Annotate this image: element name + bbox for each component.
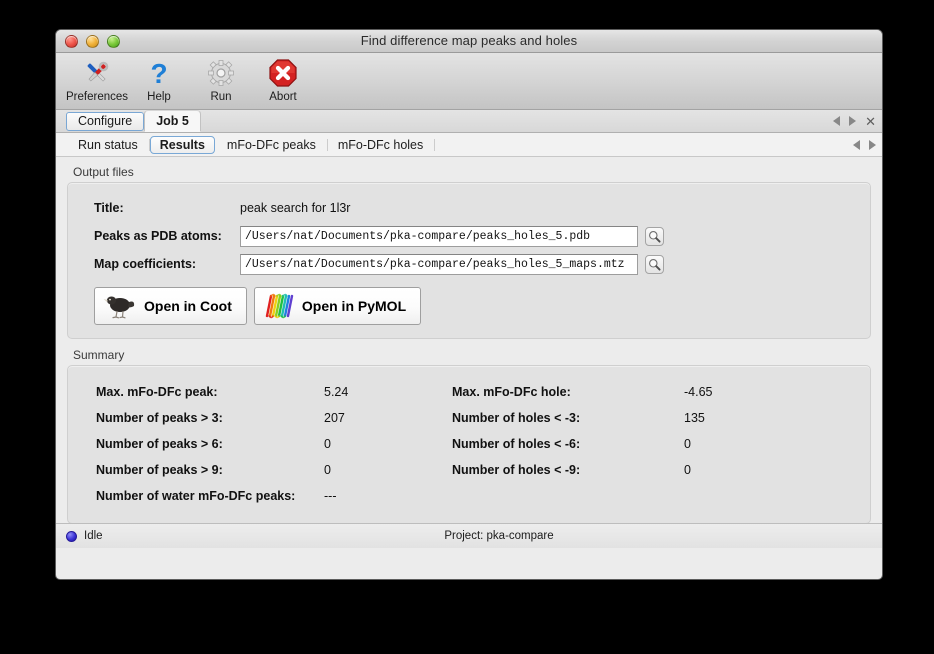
status-bar: Idle Project: pka-compare <box>56 523 882 548</box>
map-coefficients-label: Map coefficients: <box>94 257 197 271</box>
title-row: Title: peak search for 1l3r <box>82 194 856 222</box>
open-in-pymol-label: Open in PyMOL <box>301 298 407 314</box>
window-title: Find difference map peaks and holes <box>360 33 578 48</box>
summary-label-peaks-gt-3: Number of peaks > 3: <box>96 411 223 425</box>
summary-label-peaks-gt-6: Number of peaks > 6: <box>96 437 223 451</box>
output-files-title: Output files <box>73 165 134 179</box>
toolbar-label-run: Run <box>210 91 232 103</box>
zoom-button[interactable] <box>107 35 120 48</box>
idle-indicator-icon <box>66 530 77 542</box>
summary-label-holes-lt-6: Number of holes < -6: <box>452 437 581 451</box>
open-buttons-row: Open in Coot <box>82 278 856 325</box>
minimize-button[interactable] <box>86 35 99 48</box>
open-in-coot-button[interactable]: Open in Coot <box>94 287 247 325</box>
peaks-pdb-row: Peaks as PDB atoms: /Users/nat/Documents… <box>82 222 856 250</box>
summary-value-holes-lt-6: 0 <box>684 437 691 451</box>
job-tab-strip: Configure Job 5 ✕ <box>56 110 882 133</box>
tab-run-status[interactable]: Run status <box>68 136 150 154</box>
toolbar-label-help: Help <box>147 91 171 103</box>
magnifier-icon <box>649 230 661 243</box>
tab-results[interactable]: Results <box>149 135 215 154</box>
coot-bird-icon <box>103 296 135 319</box>
toolbar: Preferences ? Help <box>56 53 882 110</box>
map-coefficients-row: Map coefficients: /Users/nat/Documents/p… <box>82 250 856 278</box>
summary-value-max-hole: -4.65 <box>684 385 713 399</box>
tab-results-label: Results <box>159 137 205 152</box>
tab-mfo-dfc-holes-label: mFo-DFc holes <box>337 137 424 152</box>
tab-mfo-dfc-peaks[interactable]: mFo-DFc peaks <box>217 136 328 154</box>
summary-value-water-peaks: --- <box>324 489 337 503</box>
tab-job-5-label: Job 5 <box>156 114 189 128</box>
toolbar-label-abort: Abort <box>269 91 297 103</box>
title-row-label: Title: <box>94 201 124 215</box>
toolbar-button-run[interactable]: Run <box>190 56 252 103</box>
summary-grid: Max. mFo-DFc peak: 5.24 Max. mFo-DFc hol… <box>78 379 860 509</box>
output-files-panel: Title: peak search for 1l3r Peaks as PDB… <box>67 182 871 339</box>
svg-text:?: ? <box>150 58 167 88</box>
title-row-value: peak search for 1l3r <box>240 201 351 215</box>
summary-label-max-peak: Max. mFo-DFc peak: <box>96 385 218 399</box>
tab-configure-label: Configure <box>78 114 133 128</box>
output-files-group: Output files Title: peak search for 1l3r… <box>67 165 871 339</box>
summary-label-empty <box>434 483 684 509</box>
summary-label-max-hole: Max. mFo-DFc hole: <box>452 385 571 399</box>
help-question-icon: ? <box>144 57 174 89</box>
map-coefficients-input[interactable]: /Users/nat/Documents/pka-compare/peaks_h… <box>240 253 638 275</box>
tab-configure[interactable]: Configure <box>66 111 145 131</box>
toolbar-button-help[interactable]: ? Help <box>128 56 190 103</box>
toolbar-button-preferences[interactable]: Preferences <box>66 56 128 103</box>
preferences-tools-icon <box>82 57 112 89</box>
window-controls <box>65 35 120 48</box>
summary-value-peaks-gt-6: 0 <box>324 437 331 451</box>
summary-title: Summary <box>73 348 125 362</box>
summary-label-holes-lt-3: Number of holes < -3: <box>452 411 581 425</box>
project-text: Project: pka-compare <box>444 530 554 542</box>
peaks-pdb-input[interactable]: /Users/nat/Documents/pka-compare/peaks_h… <box>240 225 638 247</box>
open-in-coot-label: Open in Coot <box>144 298 232 314</box>
summary-value-peaks-gt-9: 0 <box>324 463 331 477</box>
title-bar: Find difference map peaks and holes <box>56 30 882 53</box>
tab-run-status-label: Run status <box>78 137 138 152</box>
tab-job-5[interactable]: Job 5 <box>144 110 201 132</box>
results-content: Output files Title: peak search for 1l3r… <box>56 157 882 524</box>
open-in-pymol-button[interactable]: Open in PyMOL <box>253 287 422 325</box>
summary-value-holes-lt-3: 135 <box>684 411 705 425</box>
tab-next-arrow-icon[interactable] <box>849 116 857 126</box>
pymol-structure-icon <box>265 293 294 319</box>
job-tab-controls: ✕ <box>833 110 876 132</box>
summary-value-empty <box>684 483 794 509</box>
tab-prev-arrow-icon[interactable] <box>833 116 841 126</box>
summary-value-peaks-gt-3: 207 <box>324 411 345 425</box>
summary-panel: Max. mFo-DFc peak: 5.24 Max. mFo-DFc hol… <box>67 365 871 524</box>
status-text: Idle <box>84 530 103 542</box>
toolbar-label-preferences: Preferences <box>66 91 129 103</box>
application-window: Find difference map peaks and holes Pre <box>55 29 883 580</box>
tab-close-icon[interactable]: ✕ <box>865 113 876 129</box>
subtab-prev-arrow-icon[interactable] <box>853 139 860 150</box>
map-coefficients-browse-button[interactable] <box>645 254 664 274</box>
tab-mfo-dfc-peaks-label: mFo-DFc peaks <box>226 137 316 152</box>
abort-stop-icon <box>268 57 298 89</box>
close-button[interactable] <box>65 35 78 48</box>
subtab-next-arrow-icon[interactable] <box>869 139 876 150</box>
summary-value-holes-lt-9: 0 <box>684 463 691 477</box>
summary-group: Summary Max. mFo-DFc peak: 5.24 Max. mFo… <box>67 348 871 524</box>
run-gear-icon <box>206 57 236 89</box>
summary-label-peaks-gt-9: Number of peaks > 9: <box>96 463 223 477</box>
summary-value-max-peak: 5.24 <box>324 385 349 399</box>
toolbar-button-abort[interactable]: Abort <box>252 56 314 103</box>
results-tab-controls <box>853 133 876 156</box>
magnifier-icon <box>649 258 661 271</box>
peaks-pdb-label: Peaks as PDB atoms: <box>94 229 222 243</box>
peaks-pdb-browse-button[interactable] <box>645 226 664 246</box>
results-tab-strip: Run status Results mFo-DFc peaks mFo-DFc… <box>56 133 882 157</box>
tab-mfo-dfc-holes[interactable]: mFo-DFc holes <box>328 136 436 154</box>
summary-label-water-peaks: Number of water mFo-DFc peaks: <box>96 489 296 503</box>
summary-label-holes-lt-9: Number of holes < -9: <box>452 463 581 477</box>
